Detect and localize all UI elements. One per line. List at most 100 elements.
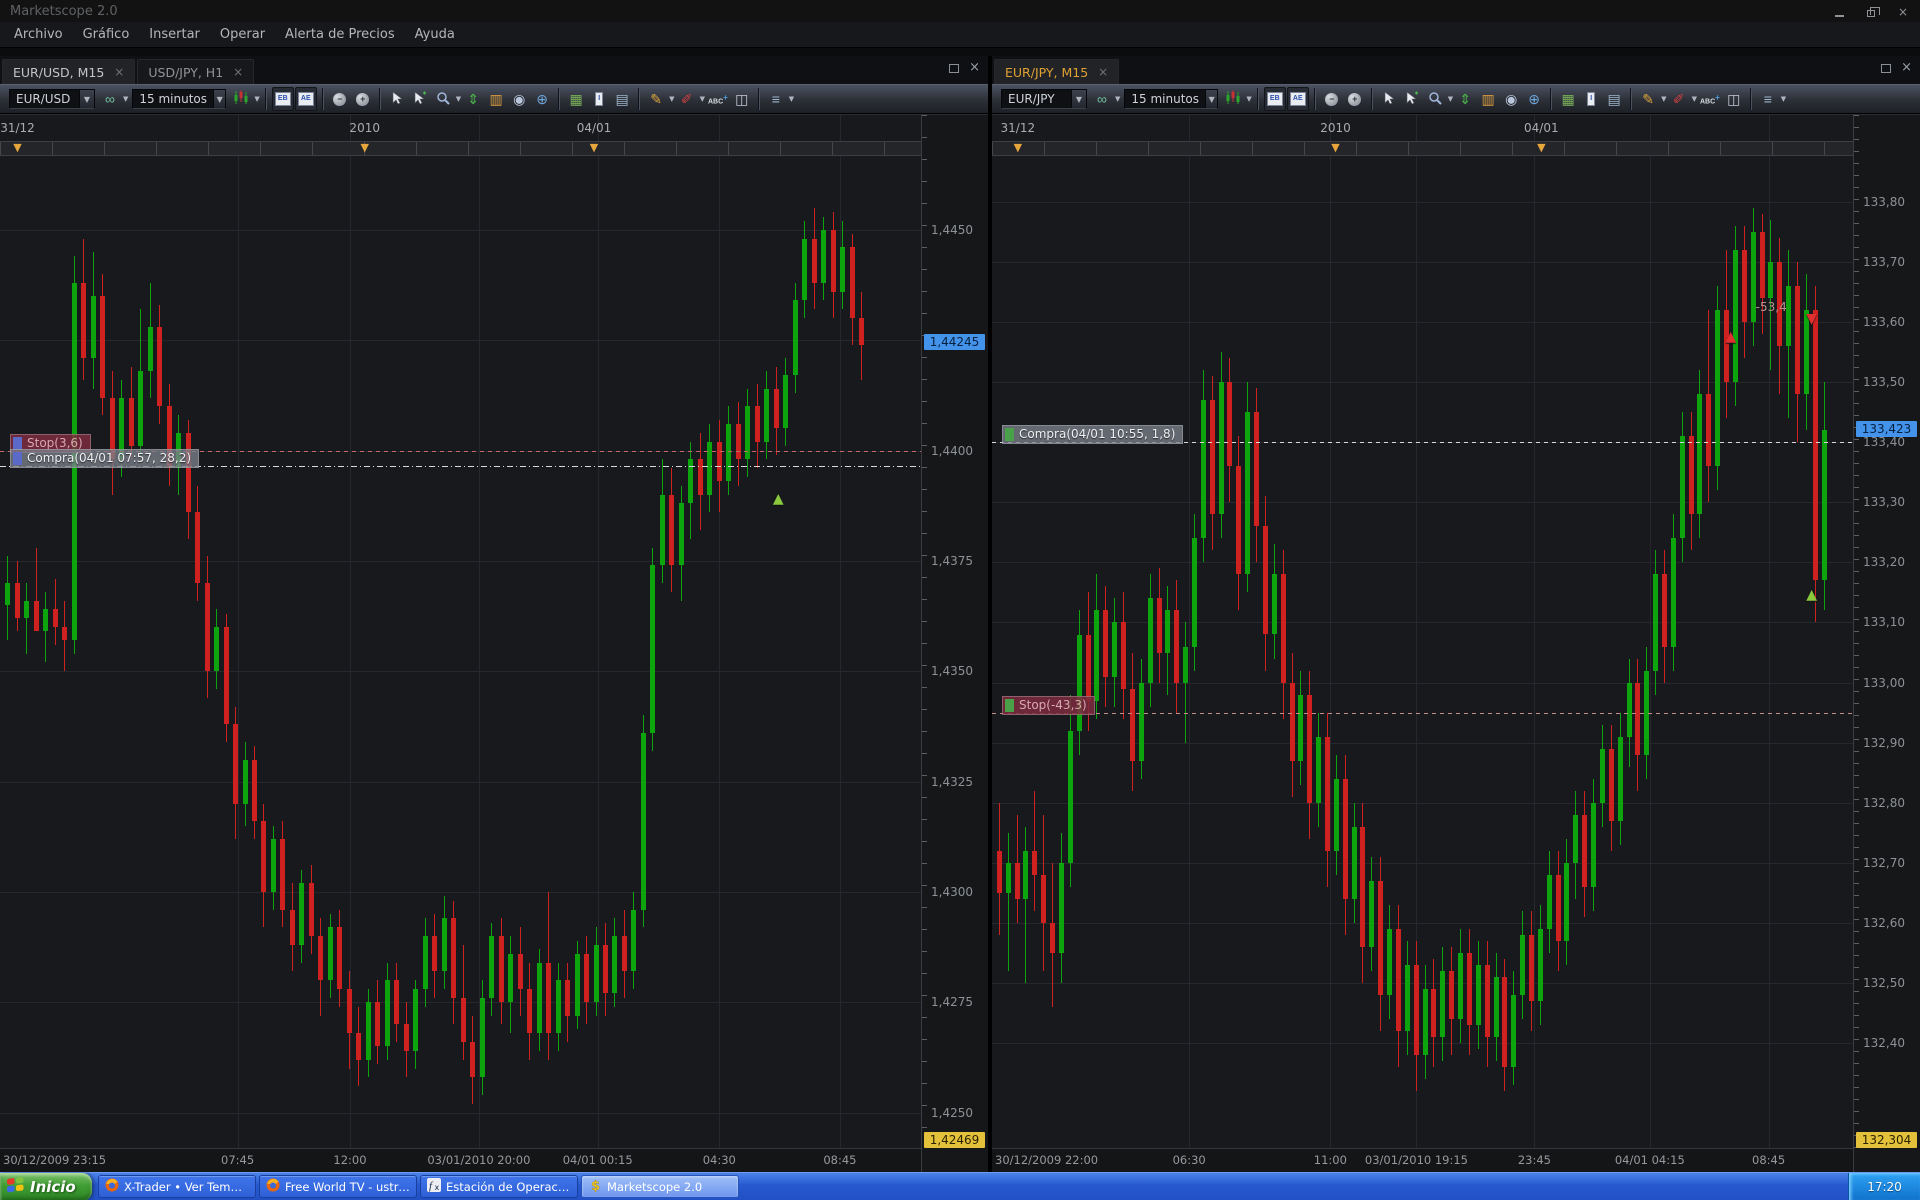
period-select[interactable]: 15 minutos ▼ xyxy=(132,89,227,109)
order-book-icon[interactable]: EB xyxy=(1263,87,1286,111)
pencil-tool-icon[interactable]: ✎ xyxy=(645,87,667,111)
link-charts-icon[interactable]: ∞ xyxy=(1091,87,1113,111)
account-window-icon[interactable]: AE xyxy=(1286,87,1309,111)
text-tool-icon[interactable]: I xyxy=(1580,87,1602,111)
candle-wick xyxy=(1007,832,1009,971)
h-gridline xyxy=(0,340,921,342)
price-plot[interactable]: 31/12 ▼ 2010 ▼ 04/01 ▼ Compra(04/01 10:55, 1,8… xyxy=(992,114,1853,1148)
period-select[interactable]: 15 minutos ▼ xyxy=(1124,89,1219,109)
symbol-select[interactable]: EUR/JPY ▼ xyxy=(1001,89,1087,109)
chevron-down-icon[interactable]: ▼ xyxy=(213,90,226,108)
eraser-icon[interactable]: ◫ xyxy=(731,87,753,111)
crosshair-pointer-icon[interactable] xyxy=(409,87,431,111)
taskbar-button-free-world-tv-ustre[interactable]: Free World TV - ustre... xyxy=(259,1175,417,1198)
chevron-down-icon[interactable]: ▼ xyxy=(79,90,94,108)
chevron-down-icon[interactable]: ▼ xyxy=(123,95,129,103)
chevron-down-icon[interactable]: ▼ xyxy=(1447,95,1454,103)
candle-body xyxy=(849,247,855,319)
label-abc-icon[interactable]: ABC+ xyxy=(706,87,730,111)
tab-usd-jpy-h1[interactable]: USD/JPY, H1 × xyxy=(137,59,255,84)
fit-vertical-icon[interactable]: ⇕ xyxy=(462,87,484,111)
link-charts-icon[interactable]: ∞ xyxy=(99,87,121,111)
zoom-in-icon[interactable]: + xyxy=(352,87,374,111)
order-book-icon[interactable]: EB xyxy=(271,87,294,111)
tab-close-icon[interactable]: × xyxy=(233,65,244,79)
marker-tool-icon[interactable]: ✐ xyxy=(1668,87,1690,111)
menu-item-operar[interactable]: Operar xyxy=(219,27,266,42)
visibility-icon[interactable]: ◉ xyxy=(508,87,530,111)
start-button[interactable]: Inicio xyxy=(0,1172,92,1200)
taskbar-button-estaci-n-de-operacio[interactable]: f x Estación de Operacio... xyxy=(420,1175,578,1198)
pencil-tool-icon[interactable]: ✎ xyxy=(1637,87,1659,111)
text-tool-icon[interactable]: I xyxy=(588,87,610,111)
zoom-out-icon[interactable]: − xyxy=(1321,87,1343,111)
web-publish-icon[interactable]: ⊕ xyxy=(531,87,553,111)
marker-tool-icon[interactable]: ✐ xyxy=(676,87,698,111)
price-axis[interactable]: 1,4450 1,4400 1,4375 1,4350 1,4325 1,4300 1,42… xyxy=(922,114,988,1172)
web-publish-icon[interactable]: ⊕ xyxy=(1523,87,1545,111)
zoom-tool-icon[interactable] xyxy=(432,87,454,111)
notes-icon[interactable]: ▥ xyxy=(1477,87,1499,111)
chevron-down-icon[interactable]: ▼ xyxy=(669,95,675,103)
label-abc-icon[interactable]: ABC+ xyxy=(1698,87,1722,111)
chevron-down-icon[interactable]: ▼ xyxy=(254,95,260,103)
indicators-icon[interactable]: ≡ xyxy=(1757,87,1779,111)
add-image-icon[interactable]: ▦ xyxy=(565,87,587,111)
pane-close-icon[interactable]: × xyxy=(969,60,980,75)
candle-body xyxy=(716,441,722,482)
chart-type-icon[interactable] xyxy=(230,87,252,111)
menu-item-ayuda[interactable]: Ayuda xyxy=(414,27,455,42)
insert-table-icon[interactable]: ▤ xyxy=(1603,87,1625,111)
tab-close-icon[interactable]: × xyxy=(1098,65,1109,79)
chevron-down-icon[interactable]: ▼ xyxy=(1780,95,1787,103)
chevron-down-icon[interactable]: ▼ xyxy=(1661,95,1667,103)
chevron-down-icon[interactable]: ▼ xyxy=(1691,95,1697,103)
chevron-down-icon[interactable]: ▼ xyxy=(1115,95,1121,103)
pane-close-icon[interactable]: × xyxy=(1901,60,1912,75)
pane-float-icon[interactable] xyxy=(1881,63,1892,73)
zoom-in-icon[interactable]: + xyxy=(1344,87,1366,111)
visibility-icon[interactable]: ◉ xyxy=(1500,87,1522,111)
zoom-tool-icon[interactable] xyxy=(1424,87,1446,111)
chevron-down-icon[interactable]: ▼ xyxy=(1246,95,1252,103)
close-icon[interactable]: × xyxy=(1897,5,1909,19)
taskbar-button-marketscope-2-0[interactable]: $ Marketscope 2.0 xyxy=(581,1175,739,1198)
chevron-down-icon[interactable]: ▼ xyxy=(1205,90,1218,108)
zoom-out-icon[interactable]: − xyxy=(329,87,351,111)
account-window-icon[interactable]: AE xyxy=(294,87,317,111)
chevron-down-icon[interactable]: ▼ xyxy=(1071,90,1086,108)
menu-item-gr-fico[interactable]: Gráfico xyxy=(82,27,130,42)
eraser-icon[interactable]: ◫ xyxy=(1723,87,1745,111)
price-axis[interactable]: 133,80 133,70 133,60 133,50 133,40 133,30 133,… xyxy=(1854,114,1920,1172)
chevron-down-icon[interactable]: ▼ xyxy=(699,95,705,103)
restore-icon[interactable] xyxy=(1864,5,1880,17)
pointer-icon[interactable] xyxy=(386,87,408,111)
indicators-icon[interactable]: ≡ xyxy=(765,87,787,111)
fit-vertical-icon[interactable]: ⇕ xyxy=(1454,87,1476,111)
tab-close-icon[interactable]: × xyxy=(114,65,125,79)
taskbar-button-x-trader-ver-tema[interactable]: X-Trader • Ver Tema ... xyxy=(98,1175,256,1198)
tab-eur-usd-m15[interactable]: EUR/USD, M15 × xyxy=(2,59,136,84)
tab-eur-jpy-m15[interactable]: EUR/JPY, M15 × xyxy=(994,59,1120,84)
chevron-down-icon[interactable]: ▼ xyxy=(788,95,795,103)
add-image-icon[interactable]: ▦ xyxy=(1557,87,1579,111)
buy-position-label[interactable]: Compra(04/01 07:57, 28,2) xyxy=(10,448,200,468)
buy-position-label[interactable]: Compra(04/01 10:55, 1,8) xyxy=(1002,425,1184,445)
pointer-icon[interactable] xyxy=(1378,87,1400,111)
symbol-select[interactable]: EUR/USD ▼ xyxy=(9,89,95,109)
minimize-icon[interactable] xyxy=(1832,5,1846,17)
price-plot[interactable]: 31/12 ▼ 2010 ▼ 04/01 ▼ Stop(3,6) Compra(04/01 0… xyxy=(0,114,921,1148)
time-axis[interactable]: 30/12/2009 23:15 07:45 12:00 03/01/2010 20:… xyxy=(0,1148,921,1172)
notes-icon[interactable]: ▥ xyxy=(485,87,507,111)
menu-item-insertar[interactable]: Insertar xyxy=(149,27,200,42)
time-axis[interactable]: 30/12/2009 22:00 06:30 11:00 03/01/2010 19:… xyxy=(992,1148,1853,1172)
chevron-down-icon[interactable]: ▼ xyxy=(455,95,462,103)
chart-type-icon[interactable] xyxy=(1222,87,1244,111)
menu-item-alerta-de-precios[interactable]: Alerta de Precios xyxy=(285,27,395,42)
pane-float-icon[interactable] xyxy=(949,63,960,73)
insert-table-icon[interactable]: ▤ xyxy=(611,87,633,111)
menu-item-archivo[interactable]: Archivo xyxy=(14,27,63,42)
crosshair-pointer-icon[interactable] xyxy=(1401,87,1423,111)
stop-order-label[interactable]: Stop(-43,3) xyxy=(1002,695,1095,715)
